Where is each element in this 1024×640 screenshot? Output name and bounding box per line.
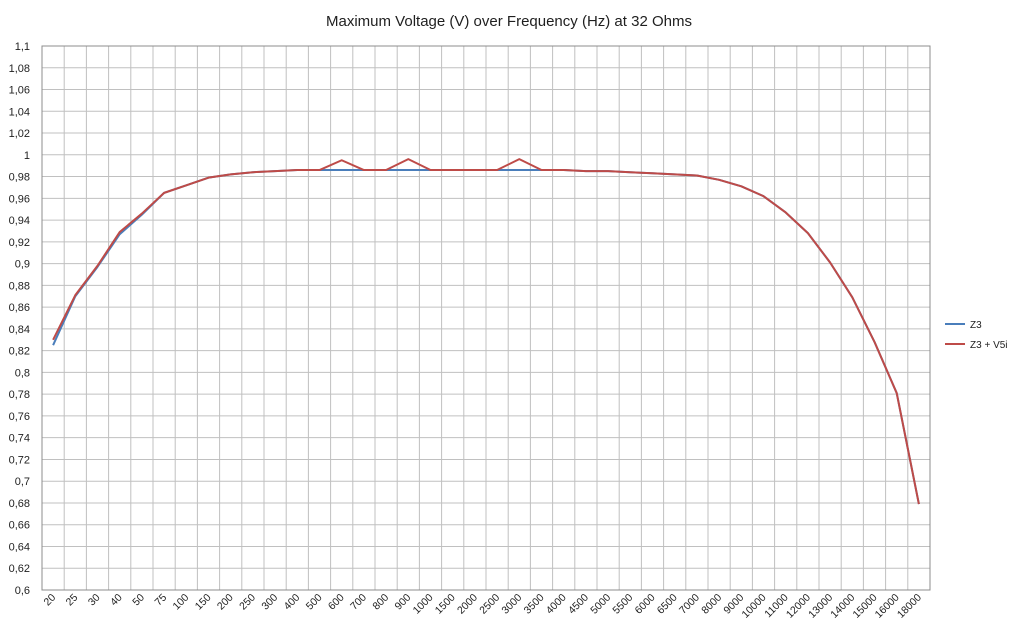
y-tick-label: 0,92 [9,237,30,249]
x-tick-label: 200 [215,592,236,613]
x-tick-label: 1500 [433,592,458,617]
x-tick-label: 250 [237,592,258,613]
series-line-1 [52,158,920,505]
x-tick-label: 5000 [588,592,613,617]
x-tick-label: 25 [64,592,81,609]
legend-label-z3: Z3 [970,320,982,331]
y-tick-label: 0,98 [9,172,30,184]
x-tick-label: 12000 [784,592,813,621]
x-tick-label: 7000 [677,592,702,617]
legend: Z3 Z3 + V5i [945,320,1008,351]
y-tick-label: 0,78 [9,389,30,401]
y-tick-label: 0,86 [9,302,30,314]
y-tick-label: 0,6 [15,585,30,597]
y-tick-label: 0,82 [9,346,30,358]
y-tick-label: 1 [24,150,30,162]
x-tick-label: 1000 [411,592,436,617]
y-tick-label: 0,9 [15,259,30,271]
y-tick-label: 0,7 [15,476,30,488]
x-tick-label: 3500 [522,592,547,617]
x-tick-label: 600 [326,592,347,613]
x-tick-label: 16000 [873,592,902,621]
x-tick-label: 40 [108,592,125,609]
y-tick-label: 0,74 [9,433,30,445]
y-tick-label: 1,04 [9,106,30,118]
y-tick-label: 0,8 [15,367,30,379]
x-tick-label: 6000 [633,592,658,617]
x-tick-label: 6500 [655,592,680,617]
x-tick-label: 18000 [895,592,924,621]
legend-label-z3-v5i: Z3 + V5i [970,340,1008,351]
x-tick-label: 75 [152,592,169,609]
y-tick-label: 0,76 [9,411,30,423]
x-tick-label: 300 [259,592,280,613]
x-tick-label: 900 [393,592,414,613]
y-tick-label: 0,94 [9,215,30,227]
y-tick-label: 0,84 [9,324,30,336]
x-tick-label: 5500 [610,592,635,617]
x-tick-label: 4500 [566,592,591,617]
x-tick-label: 20 [41,592,58,609]
x-tick-label: 700 [348,592,369,613]
x-tick-label: 400 [282,592,303,613]
x-tick-label: 2500 [477,592,502,617]
chart-title: Maximum Voltage (V) over Frequency (Hz) … [326,13,692,30]
series-lines [52,158,920,505]
x-tick-label: 14000 [828,592,857,621]
y-tick-label: 0,62 [9,563,30,575]
grid-lines [41,45,931,591]
x-tick-label: 2000 [455,592,480,617]
x-tick-label: 30 [86,592,103,609]
y-tick-label: 1,02 [9,128,30,140]
x-tick-label: 3000 [499,592,524,617]
x-tick-label: 8000 [699,592,724,617]
x-axis-ticks: 20 25 30 40 50 75 100 150 200 250 300 400 500 600 700 8… [41,592,924,621]
y-tick-label: 1,1 [15,41,30,53]
x-tick-label: 150 [193,592,214,613]
y-tick-label: 1,08 [9,63,30,75]
x-tick-label: 13000 [806,592,835,621]
x-tick-label: 4000 [544,592,569,617]
y-tick-label: 0,96 [9,193,30,205]
y-axis-ticks: 0,6 0,62 0,64 0,66 0,68 0,7 0,72 0,74 0,76 0,78 0,… [9,41,30,597]
y-tick-label: 0,64 [9,541,30,553]
y-tick-label: 1,06 [9,85,30,97]
x-tick-label: 50 [130,592,147,609]
y-tick-label: 0,68 [9,498,30,510]
y-tick-label: 0,72 [9,454,30,466]
x-tick-label: 800 [370,592,391,613]
x-tick-label: 100 [171,592,192,613]
y-tick-label: 0,66 [9,520,30,532]
x-tick-label: 10000 [739,592,768,621]
x-tick-label: 15000 [850,592,879,621]
plot-frame [41,45,931,591]
y-tick-label: 0,88 [9,280,30,292]
x-tick-label: 500 [304,592,325,613]
